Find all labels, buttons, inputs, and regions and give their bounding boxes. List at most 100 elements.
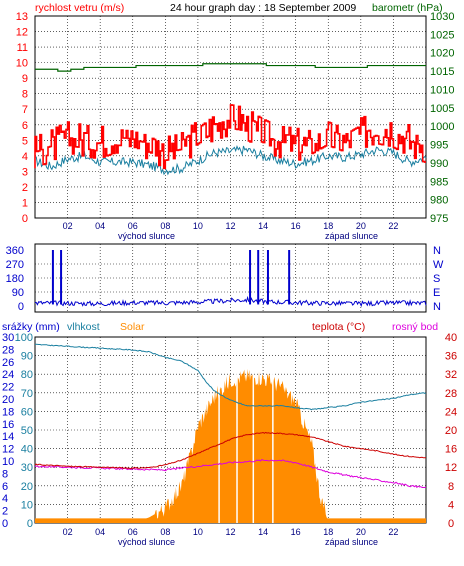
- barometer-y-tick: 1010: [430, 84, 454, 96]
- humidity-x-tick: 04: [95, 527, 105, 537]
- wind-x-tick: 16: [291, 221, 301, 231]
- humidity-y-tick: 60: [21, 406, 33, 418]
- wind-y-tick: 12: [16, 27, 28, 39]
- rain-y-tick: 24: [2, 369, 14, 381]
- sunrise-label-1: východ slunce: [118, 231, 175, 241]
- wind-average-line: [34, 145, 427, 176]
- humidity-x-tick: 02: [63, 527, 73, 537]
- barometer-y-tick: 1015: [430, 66, 454, 78]
- direction-series: [34, 250, 427, 308]
- barometer-y-tick: 990: [430, 158, 448, 170]
- humidity-y-tick: 80: [21, 369, 33, 381]
- rain-y-tick: 4: [2, 493, 8, 505]
- solar-axis-title: Solar: [120, 321, 145, 333]
- rain-y-tick: 28: [2, 344, 14, 356]
- wind-y-tick: 6: [22, 120, 28, 132]
- humidity-line: [34, 343, 427, 411]
- direction-grid: [35, 244, 426, 312]
- wind-x-tick: 18: [323, 221, 333, 231]
- panel-wind-barometer: rychlost vetru (m/s) 24 hour graph day :…: [16, 2, 455, 241]
- humidity-x-tick: 08: [160, 527, 170, 537]
- humidity-y-tick: 70: [21, 388, 33, 400]
- solar-area: [35, 368, 426, 523]
- humidity-x-tick: 12: [225, 527, 235, 537]
- rain-y-tick: 26: [2, 357, 14, 369]
- sunset-label-3: západ slunce: [325, 537, 378, 547]
- wind-y-tick: 13: [16, 11, 28, 23]
- wind-x-tick: 10: [193, 221, 203, 231]
- rain-y-tick: 2: [2, 506, 8, 518]
- humidity-y-tick: 20: [21, 481, 33, 493]
- wind-x-tick: 04: [95, 221, 105, 231]
- temperature-line: [34, 431, 427, 470]
- humidity-x-ticks: 02 04 06 08 10 12 14 16 18 20 22: [63, 527, 399, 537]
- barometer-y-tick: 1025: [430, 29, 454, 41]
- temperature-y-tick: 12: [445, 462, 457, 474]
- barometer-y-tick: 1005: [430, 103, 454, 115]
- humidity-y-tick: 30: [21, 462, 33, 474]
- humidity-y-tick: 100: [15, 332, 33, 344]
- panel-humidity-temperature: srážky (mm) vlhkost Solar teplota (°C) r…: [2, 321, 457, 547]
- direction-y-tick: 360: [6, 245, 24, 257]
- wind-x-ticks: 02 04 06 08 10 12 14 16 18 20 22: [63, 221, 399, 231]
- temperature-y-tick: 40: [445, 332, 457, 344]
- humidity-axis-title: vlhkost: [67, 321, 100, 333]
- wind-x-tick: 02: [63, 221, 73, 231]
- temperature-y-tick: 4: [448, 499, 454, 511]
- wind-grid: [35, 16, 426, 218]
- temperature-y-tick: 20: [445, 425, 457, 437]
- barometer-axis-title: barometr (hPa): [372, 2, 443, 14]
- rain-y-tick: 0: [2, 518, 8, 530]
- wind-y-tick: 7: [22, 104, 28, 116]
- wind-gust-line: [34, 104, 426, 170]
- barometer-y-tick: 980: [430, 195, 448, 207]
- temperature-y-tick: 36: [445, 351, 457, 363]
- rain-y-tick: 14: [2, 431, 14, 443]
- temperature-y-tick: 32: [445, 369, 457, 381]
- rain-y-tick: 16: [2, 419, 14, 431]
- barometer-y-tick: 995: [430, 140, 448, 152]
- rain-y-tick: 20: [2, 394, 14, 406]
- temperature-y-tick: 8: [448, 481, 454, 493]
- compass-tick: S: [433, 273, 440, 285]
- temperature-y-tick: 0: [448, 518, 454, 530]
- wind-axis-title: rychlost vetru (m/s): [35, 2, 124, 14]
- humidity-series: [34, 343, 427, 523]
- temperature-y-ticks: 0 4 8 12 16 20 24 28 32 36 40: [445, 332, 457, 530]
- compass-tick: N: [433, 245, 441, 257]
- compass-tick: N: [433, 301, 441, 313]
- wind-x-tick: 08: [160, 221, 170, 231]
- humidity-x-tick: 14: [258, 527, 268, 537]
- barometer-y-tick: 975: [430, 213, 448, 225]
- rain-y-tick: 10: [2, 456, 14, 468]
- temperature-y-tick: 16: [445, 444, 457, 456]
- rain-y-tick: 12: [2, 444, 14, 456]
- humidity-x-tick: 10: [193, 527, 203, 537]
- humidity-x-tick: 16: [291, 527, 301, 537]
- humidity-y-tick: 90: [21, 351, 33, 363]
- wind-x-tick: 14: [258, 221, 268, 231]
- wind-y-tick: 5: [22, 135, 28, 147]
- barometer-y-tick: 1000: [430, 121, 454, 133]
- wind-y-tick: 11: [17, 42, 28, 54]
- direction-y-tick: 90: [12, 287, 24, 299]
- humidity-x-tick: 06: [128, 527, 138, 537]
- direction-y-ticks: 0 90 180 270 360: [6, 245, 24, 313]
- wind-y-tick: 1: [22, 197, 28, 209]
- wind-y-tick: 8: [22, 89, 28, 101]
- humidity-y-ticks: 0102030405060708090100024681012141618202…: [2, 332, 33, 530]
- humidity-y-tick: 10: [21, 499, 33, 511]
- rain-axis-title: srážky (mm): [2, 321, 60, 333]
- wind-series: [34, 63, 427, 176]
- direction-y-tick: 0: [18, 301, 24, 313]
- wind-x-tick: 22: [388, 221, 398, 231]
- sunset-label-1: západ slunce: [325, 231, 378, 241]
- barometer-y-tick: 985: [430, 176, 448, 188]
- direction-y-tick: 270: [6, 259, 24, 271]
- wind-y-tick: 10: [16, 58, 28, 70]
- wind-y-tick: 3: [22, 166, 28, 178]
- wind-y-tick: 2: [22, 182, 28, 194]
